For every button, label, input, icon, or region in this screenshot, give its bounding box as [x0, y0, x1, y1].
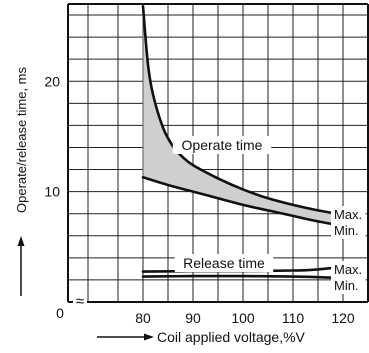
operate-max-label: Max.: [334, 207, 362, 222]
y-axis-title: Operate/release time, ms: [14, 67, 29, 296]
x-axis-title: Coil applied voltage,%V: [97, 329, 306, 345]
release-max-label-background: [331, 261, 366, 278]
release-time-annotation: Release time: [183, 255, 265, 271]
x-tick-label: 100: [231, 310, 255, 326]
series-line-operate-time-max: [141, 4, 345, 217]
x-axis-label: Coil applied voltage,%V: [157, 329, 306, 345]
x-tick-label: 120: [331, 310, 355, 326]
axis-break-symbol: ≈: [76, 293, 84, 310]
x-tick-label: 80: [135, 310, 151, 326]
series-line-release-time-min: [141, 274, 345, 280]
release-max-label: Max.: [334, 262, 362, 277]
release-min-label-background: [331, 277, 366, 294]
plot-frame: [67, 3, 369, 303]
operate-min-label-background: [331, 222, 366, 239]
release-time-annotation-background: [174, 254, 274, 272]
x-tick-label: 90: [185, 310, 201, 326]
series-line-operate-time-min: [141, 176, 345, 228]
x-arrow-icon: [144, 333, 154, 341]
release-min-label: Min.: [334, 278, 359, 293]
operate-time-annotation: Operate time: [182, 137, 263, 153]
y-tick-label: 10: [44, 184, 60, 200]
origin-label: 0: [56, 305, 64, 321]
y-axis-label: Operate/release time, ms: [14, 67, 29, 213]
y-tick-label: 20: [44, 73, 60, 89]
y-arrow-icon: [17, 236, 25, 246]
labels: 80 90 100 110 120 10 20 Operate time Release tim…: [44, 73, 366, 326]
operate-min-label: Min.: [334, 223, 359, 238]
axis-break: ≈: [73, 293, 87, 310]
operate-max-label-background: [331, 206, 366, 223]
operate-time-annotation-background: [172, 136, 272, 154]
x-tick-label: 110: [282, 310, 305, 326]
